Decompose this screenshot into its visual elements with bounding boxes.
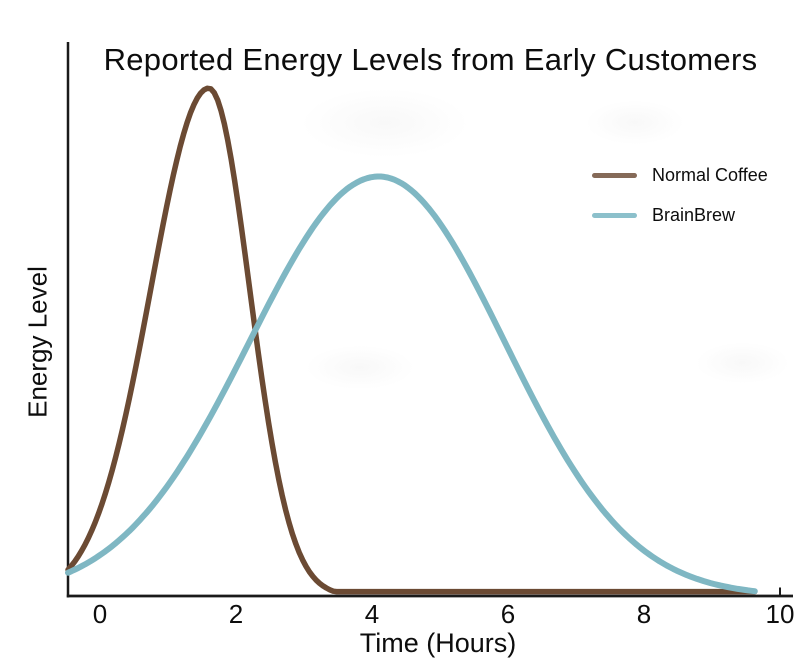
brainbrew-curve xyxy=(65,173,758,595)
y-axis-title: Energy Level xyxy=(22,266,53,418)
x-tick-label-4: 4 xyxy=(364,599,380,629)
legend-label: Normal Coffee xyxy=(652,164,768,185)
normal-coffee-swatch xyxy=(592,172,637,178)
chart-title: Reported Energy Levels from Early Custom… xyxy=(103,42,758,77)
x-tick-label-0: 0 xyxy=(92,599,108,629)
legend-item-normal-coffee: Normal Coffee xyxy=(592,163,768,187)
legend: Normal Coffee BrainBrew xyxy=(592,163,768,227)
brainbrew-swatch xyxy=(592,212,637,218)
legend-item-brainbrew: BrainBrew xyxy=(592,203,768,227)
x-tick-label-10: 10 xyxy=(765,599,795,629)
x-tick-label-8: 8 xyxy=(636,599,652,629)
x-tick-label-2: 2 xyxy=(228,599,244,629)
normal-coffee-curve xyxy=(65,85,758,595)
x-tick-label-6: 6 xyxy=(500,599,516,629)
legend-label: BrainBrew xyxy=(652,204,736,225)
x-axis-title: Time (Hours) xyxy=(359,628,517,658)
